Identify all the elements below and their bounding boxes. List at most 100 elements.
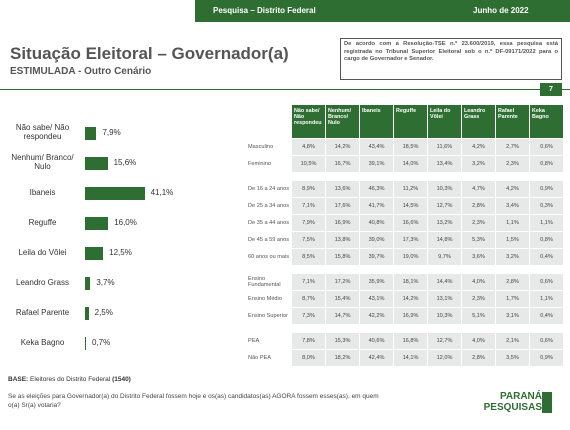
cell: 3,1% <box>495 307 530 325</box>
question: Se as eleições para Governador(a) do Dis… <box>8 393 379 410</box>
gap-cell <box>245 172 564 181</box>
cell: 4,7% <box>461 180 496 198</box>
value-label: 15,6% <box>113 158 137 167</box>
cell: 0,3% <box>529 197 564 215</box>
bar <box>85 276 91 290</box>
row-label: De 35 a 44 anos <box>245 214 292 232</box>
cell: 13,2% <box>427 214 462 232</box>
bar <box>85 186 145 200</box>
value-label: 3,7% <box>96 278 115 287</box>
cell: 3,5% <box>495 349 530 367</box>
cell: 12,7% <box>427 197 462 215</box>
cell: 12,7% <box>427 332 462 350</box>
cell: 10,5% <box>291 155 326 173</box>
row-label: Masculino <box>245 138 292 156</box>
divider <box>0 89 570 90</box>
cell: 4,2% <box>495 180 530 198</box>
cell: 17,2% <box>325 273 360 291</box>
cell: 3,2% <box>495 248 530 266</box>
cell: 0,6% <box>529 332 564 350</box>
header-right: Junho de 2022 <box>473 6 529 15</box>
row: Feminino 10,5% 16,7% 39,1% 14,0% 13,4% 3,2% 2,3… <box>245 155 564 173</box>
category-label: Não sabe/ Não respondeu <box>15 123 70 141</box>
row: De 16 a 24 anos 8,9% 13,6% 46,3% 11,2% 10,3% 4… <box>245 180 564 198</box>
cell: 7,5% <box>291 231 326 249</box>
cell: 0,6% <box>529 273 564 291</box>
header-left: Pesquisa – Distrito Federal <box>213 6 316 15</box>
row: 60 anos ou mais 8,5% 15,8% 39,7% 19,0% 9,7% 3,… <box>245 248 564 266</box>
cell: 0,8% <box>529 231 564 249</box>
cell: 41,7% <box>359 197 394 215</box>
cell: 13,4% <box>427 155 462 173</box>
column-header: Rafael Parente <box>495 104 530 139</box>
cell: 2,3% <box>461 290 496 308</box>
cell: 0,4% <box>529 307 564 325</box>
row: Ensino Fundamental 7,1% 17,2% 35,9% 18,1% 14,… <box>245 273 564 291</box>
cell: 14,4% <box>427 273 462 291</box>
header-row: Não sabe/ Não respondeu Nenhum/ Branco/ N… <box>245 104 564 139</box>
cell: 2,8% <box>461 197 496 215</box>
cell: 2,8% <box>461 349 496 367</box>
cell: 0,9% <box>529 180 564 198</box>
base: BASE: Eleitores do Distrito Federal (154… <box>8 376 131 383</box>
cell: 15,3% <box>325 332 360 350</box>
cell: 43,1% <box>359 290 394 308</box>
cell: 16,8% <box>393 332 428 350</box>
cell: 14,8% <box>427 231 462 249</box>
cell: 18,1% <box>393 273 428 291</box>
column-header: Leandro Grass <box>461 104 496 139</box>
cell: 0,4% <box>529 248 564 266</box>
column-header: Não sabe/ Não respondeu <box>291 104 326 139</box>
cell: 1,5% <box>495 231 530 249</box>
column-header: Leila do Vôlei <box>427 104 462 139</box>
cell: 7,9% <box>291 214 326 232</box>
row-label: Ensino Médio <box>245 290 292 308</box>
cell: 19,0% <box>393 248 428 266</box>
logo: PARANÁ PESQUISAS <box>470 391 542 413</box>
cell: 16,9% <box>325 214 360 232</box>
cell: 13,6% <box>325 180 360 198</box>
cell: 18,2% <box>325 349 360 367</box>
row: Ensino Superior 7,3% 14,7% 42,2% 16,9% 10,3% 5… <box>245 307 564 325</box>
cell: 7,3% <box>291 307 326 325</box>
cell: 3,4% <box>495 197 530 215</box>
category-label: Ibaneis <box>29 187 56 197</box>
cell: 8,9% <box>291 180 326 198</box>
logo-line: PARANÁ <box>499 391 542 402</box>
cell: 42,4% <box>359 349 394 367</box>
cell: 14,0% <box>393 155 428 173</box>
base-count: (1540) <box>112 376 131 383</box>
bar <box>85 336 86 350</box>
bar <box>85 156 108 170</box>
cell: 4,2% <box>461 138 496 156</box>
cell: 0,9% <box>529 349 564 367</box>
cell: 14,7% <box>325 307 360 325</box>
value-label: 0,7% <box>92 338 111 347</box>
group-gap <box>245 324 564 333</box>
value-label: 7,9% <box>102 128 121 137</box>
row: De 45 a 59 anos 7,5% 13,8% 39,0% 17,3% 14,8% 5… <box>245 231 564 249</box>
row-label: Ensino Superior <box>245 307 292 325</box>
cell: 39,1% <box>359 155 394 173</box>
cell: 2,8% <box>495 273 530 291</box>
row-label: Feminino <box>245 155 292 173</box>
cell: 5,3% <box>461 231 496 249</box>
registration-note: De acordo com a Resolução-TSE n.º 23.600… <box>340 38 562 80</box>
category-label: Keka Bagno <box>20 337 65 347</box>
logo-line: PESQUISAS <box>483 401 542 413</box>
cell: 7,1% <box>291 273 326 291</box>
cell: 8,0% <box>291 349 326 367</box>
cell: 11,2% <box>393 180 428 198</box>
cell: 3,6% <box>461 248 496 266</box>
logo-mark <box>542 392 552 413</box>
page-number: 7 <box>540 83 562 96</box>
row-label: De 45 a 59 anos <box>245 231 292 249</box>
value-label: 41,1% <box>150 188 174 197</box>
bar <box>85 246 104 260</box>
category-label: Leandro Grass <box>16 277 69 287</box>
cell: 3,2% <box>461 155 496 173</box>
cell: 43,4% <box>359 138 394 156</box>
category-label: Reguffe <box>28 217 57 227</box>
row-label: De 16 a 24 anos <box>245 180 292 198</box>
cell: 40,6% <box>359 332 394 350</box>
